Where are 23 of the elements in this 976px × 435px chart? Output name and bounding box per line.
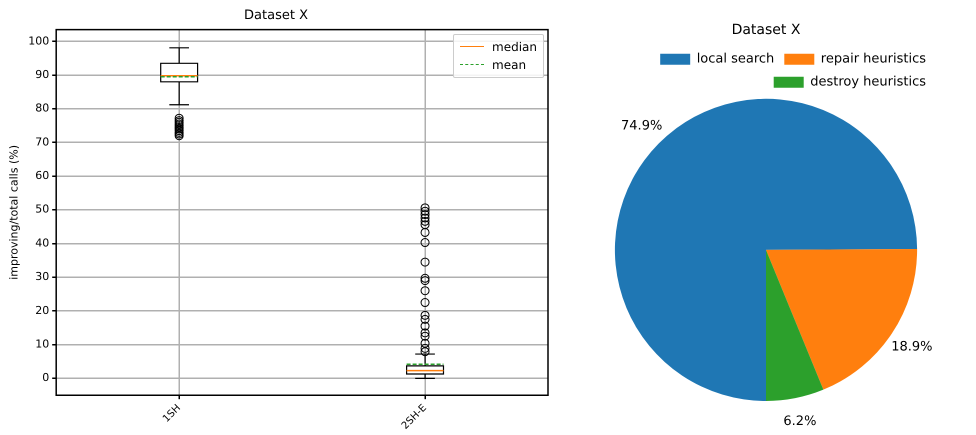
y-axis-title: improving/total calls (%) [7,144,20,280]
data-label: 74.9% [621,118,662,134]
chart-title: Dataset X [732,22,801,38]
data-label: 6.2% [783,414,816,430]
y-tick-label: 80 [35,102,50,115]
y-tick-label: 10 [35,338,50,351]
legend-label: destroy heuristics [810,74,926,90]
y-tick-label: 70 [35,135,50,148]
chart-title: Dataset X [244,8,308,24]
y-tick-label: 100 [28,34,50,48]
annotation: mean [492,58,526,72]
legend-box: median mean [453,34,544,78]
y-tick-label: 90 [35,68,50,81]
y-tick-label: 60 [35,169,50,182]
y-tick-label: 20 [35,304,50,317]
annotation: median [492,40,537,54]
data-label: 18.9% [891,339,933,354]
y-tick-label: 50 [35,202,50,216]
y-tick-label: 40 [35,236,50,250]
y-tick-label: 30 [35,270,50,284]
y-tick-label: 0 [42,371,50,384]
legend-label: repair heuristics [820,52,926,67]
legend-label: local search [696,52,774,67]
